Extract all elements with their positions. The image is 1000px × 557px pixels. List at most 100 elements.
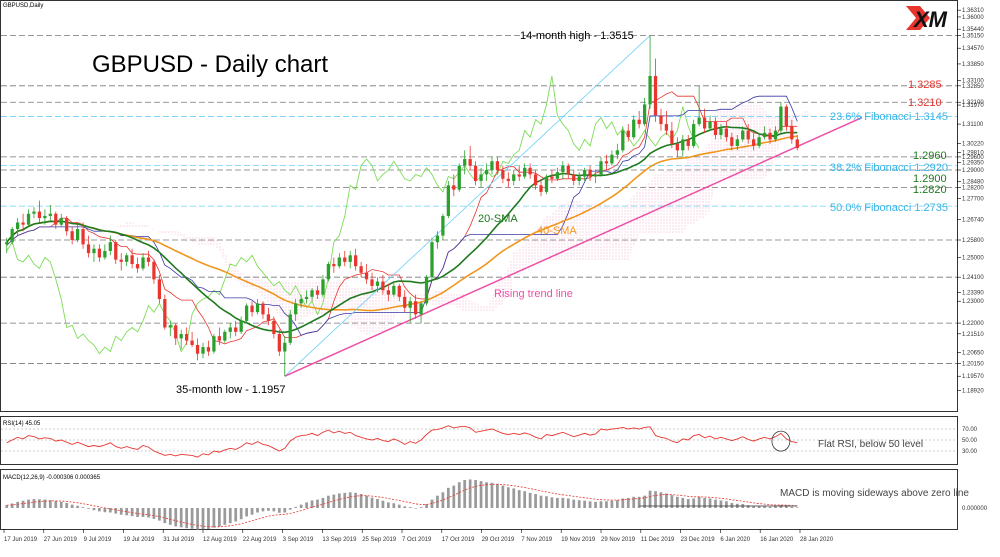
green-level-3: 1.2820 <box>913 184 947 196</box>
candle-body <box>735 139 739 146</box>
rsi-panel-frame <box>0 416 958 465</box>
x-tick-label: 31 Jul 2019 <box>163 537 195 543</box>
x-tick-label: 29 Nov 2019 <box>601 537 636 543</box>
candle-body <box>430 242 434 278</box>
candle-body <box>315 290 320 295</box>
x-tick-label: 3 Sep 2019 <box>283 537 314 543</box>
candle-body <box>244 305 249 321</box>
candle-body <box>452 185 456 190</box>
rsi-annotation: Flat RSI, below 50 level <box>818 439 923 450</box>
candle-body <box>533 174 538 186</box>
candle-body <box>730 137 734 146</box>
candle-body <box>550 176 554 179</box>
candle-body <box>337 257 341 267</box>
candle-body <box>86 244 91 254</box>
candle-body <box>506 178 510 181</box>
macd-layer: 0.000000 <box>5 479 988 530</box>
candle-body <box>195 344 200 354</box>
candle-body <box>615 150 619 155</box>
candle-body <box>473 165 478 181</box>
candle-body <box>588 170 592 177</box>
candle-body <box>157 279 162 300</box>
candle-body <box>206 347 211 352</box>
candle-body <box>114 242 118 260</box>
fib-label-2: 38.2% Fibonacci 1.2920 <box>830 162 948 174</box>
x-tick-label: 17 Oct 2019 <box>442 537 475 543</box>
sma20-line <box>6 125 798 334</box>
window-title: GBPUSD,Daily <box>3 3 43 9</box>
y-tick-label: 1.19570 <box>962 374 984 380</box>
rsi-line <box>6 425 798 458</box>
candle-body <box>261 303 265 315</box>
candle-body <box>185 334 189 341</box>
candle-body <box>517 174 521 177</box>
rsi-tick-label: 30.00 <box>962 449 978 455</box>
x-tick-label: 12 Aug 2019 <box>203 537 237 543</box>
candle-body <box>446 185 450 216</box>
xm-logo: XM <box>906 6 948 32</box>
candle-body <box>103 250 107 258</box>
candle-body <box>512 174 516 181</box>
y-tick-label: 1.36000 <box>962 15 984 21</box>
candle-body <box>321 279 325 295</box>
candle-body <box>523 167 527 177</box>
candle-body <box>146 257 151 262</box>
candle-body <box>304 296 309 300</box>
x-tick-label: 22 Aug 2019 <box>243 537 277 543</box>
candle-body <box>255 303 260 313</box>
y-tick-label: 1.24100 <box>962 275 984 281</box>
candle-body <box>681 139 685 151</box>
candle-body <box>375 281 380 286</box>
candle-body <box>288 314 292 343</box>
candle-body <box>386 290 391 295</box>
candle-body <box>457 165 461 190</box>
red-level-1: 1.3285 <box>908 79 942 91</box>
x-tick-label: 9 Jul 2019 <box>84 537 112 543</box>
y-tick-label: 1.29810 <box>962 150 984 156</box>
fibonacci-retracement-line <box>284 35 651 377</box>
candle-body <box>479 174 483 181</box>
candle-body <box>495 161 500 171</box>
rsi-tick-label: 70.00 <box>962 427 978 433</box>
candle-body <box>228 327 232 332</box>
candle-body <box>435 235 440 243</box>
candle-body <box>81 229 85 245</box>
candle-body <box>659 115 663 125</box>
rising-trend-line <box>284 116 863 377</box>
y-tick-label: 1.28480 <box>962 179 984 185</box>
candle-body <box>419 303 423 315</box>
y-tick-label: 1.29000 <box>962 168 984 174</box>
candle-body <box>555 172 560 179</box>
candle-body <box>272 320 276 335</box>
y-tick-label: 1.23000 <box>962 299 984 305</box>
candle-body <box>413 301 418 315</box>
rsi-layer: 70.00 50.00 30.00 <box>1 425 978 458</box>
candle-body <box>746 130 750 140</box>
candle-body <box>604 161 609 164</box>
candle-body <box>561 165 565 173</box>
x-tick-label: 11 Dec 2019 <box>641 537 675 543</box>
fib-label-3: 50.0% Fibonacci 1.2735 <box>830 202 948 214</box>
candle-body <box>152 261 156 280</box>
candle-body <box>125 255 129 262</box>
candle-body <box>223 331 227 341</box>
candle-body <box>234 327 238 332</box>
x-tick-label: 17 Jun 2019 <box>4 537 38 543</box>
y-tick-label: 1.26740 <box>962 217 984 223</box>
candle-body <box>795 139 799 149</box>
green-level-2: 1.2900 <box>913 173 947 185</box>
macd-signal-line <box>6 483 798 528</box>
candle-body <box>359 266 363 273</box>
candle-body <box>424 277 429 304</box>
candle-body <box>583 170 587 177</box>
candle-body <box>190 340 194 345</box>
candle-body <box>784 106 789 127</box>
fib-label-1: 23.6% Fibonacci 1.3145 <box>830 111 948 123</box>
candle-body <box>599 161 603 175</box>
candle-body <box>354 255 358 267</box>
candle-body <box>724 128 729 138</box>
candle-body <box>348 255 352 262</box>
candle-body <box>48 213 52 216</box>
candle-body <box>370 279 374 286</box>
x-tick-label: 13 Sep 2019 <box>322 537 357 543</box>
